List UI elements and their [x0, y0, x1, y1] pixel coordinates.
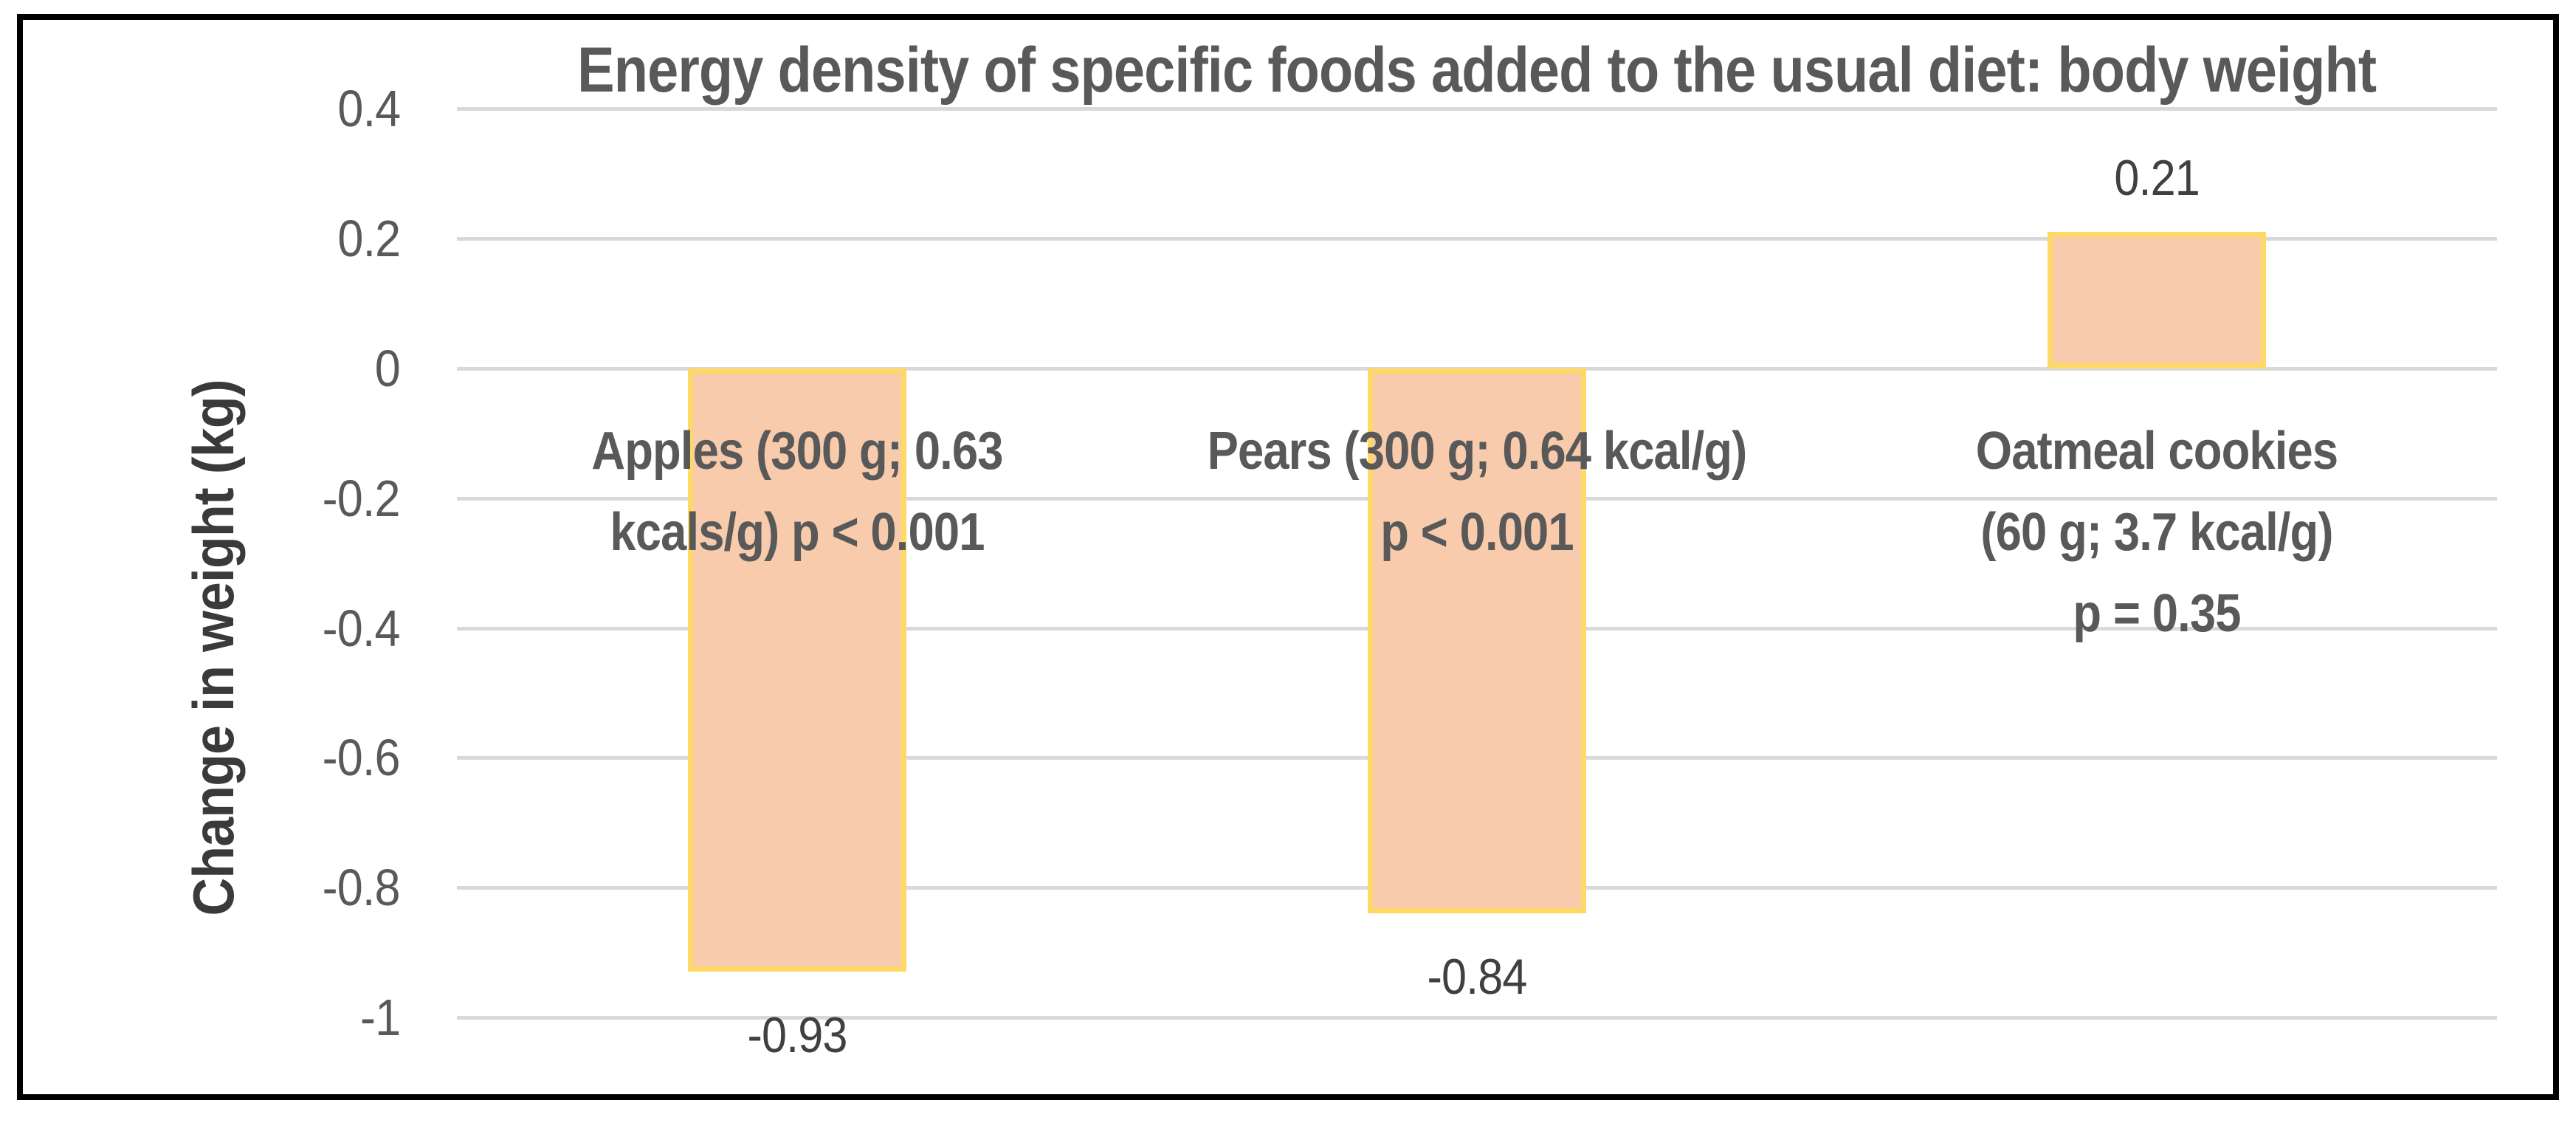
gridline: [457, 237, 2497, 241]
bar: [2048, 232, 2266, 368]
bar-data-label: -0.93: [650, 1003, 945, 1068]
y-tick-label: 0.2: [105, 206, 401, 271]
gridline: [457, 107, 2497, 111]
chart-title-text: Energy density of specific foods added t…: [577, 34, 2377, 106]
y-tick-label-text: -0.4: [323, 599, 401, 657]
bar-data-label: -0.84: [1329, 944, 1625, 1009]
y-tick-label-text: 0.2: [337, 210, 401, 268]
category-label: Oatmeal cookies (60 g; 3.7 kcal/g) p = 0.3…: [1751, 411, 2563, 654]
chart-title: Energy density of specific foods added t…: [457, 30, 2497, 111]
category-label-line: (60 g; 3.7 kcal/g): [1980, 503, 2333, 562]
bar: [688, 368, 906, 972]
y-tick-label-text: 0: [374, 340, 401, 397]
category-label-line: p = 0.35: [2073, 584, 2241, 643]
chart-border: [17, 14, 2559, 1100]
category-label-line: Pears (300 g; 0.64 kcal/g): [1207, 422, 1748, 481]
y-tick-label-text: -1: [359, 989, 401, 1046]
category-label-line: kcals/g) p < 0.001: [610, 503, 985, 562]
y-tick-label: -0.8: [105, 855, 401, 920]
y-tick-label-text: -0.8: [323, 859, 401, 917]
y-tick-label-text: -0.2: [323, 469, 401, 527]
y-tick-label: -0.6: [105, 725, 401, 790]
category-label: Apples (300 g; 0.63 kcals/g) p < 0.001: [391, 411, 1203, 573]
gridline: [457, 1016, 2497, 1020]
bar-data-label: 0.21: [2009, 145, 2304, 210]
y-tick-label: 0.4: [105, 76, 401, 141]
bar-data-label-text: -0.93: [747, 1007, 848, 1064]
category-label: Pears (300 g; 0.64 kcal/g) p < 0.001: [1071, 411, 1883, 573]
bar: [1368, 368, 1586, 914]
y-tick-label: -1: [105, 985, 401, 1050]
y-tick-label-text: 0.4: [337, 80, 401, 138]
bar-data-label-text: -0.84: [1427, 949, 1528, 1006]
y-tick-label: -0.2: [105, 466, 401, 531]
bar-data-label-text: 0.21: [2114, 150, 2200, 207]
category-label-line: p < 0.001: [1380, 503, 1574, 562]
y-tick-label: -0.4: [105, 596, 401, 661]
category-label-line: Apples (300 g; 0.63: [591, 422, 1003, 481]
y-tick-label: 0: [105, 336, 401, 401]
y-tick-label-text: -0.6: [323, 729, 401, 787]
category-label-line: Oatmeal cookies: [1975, 422, 2338, 481]
